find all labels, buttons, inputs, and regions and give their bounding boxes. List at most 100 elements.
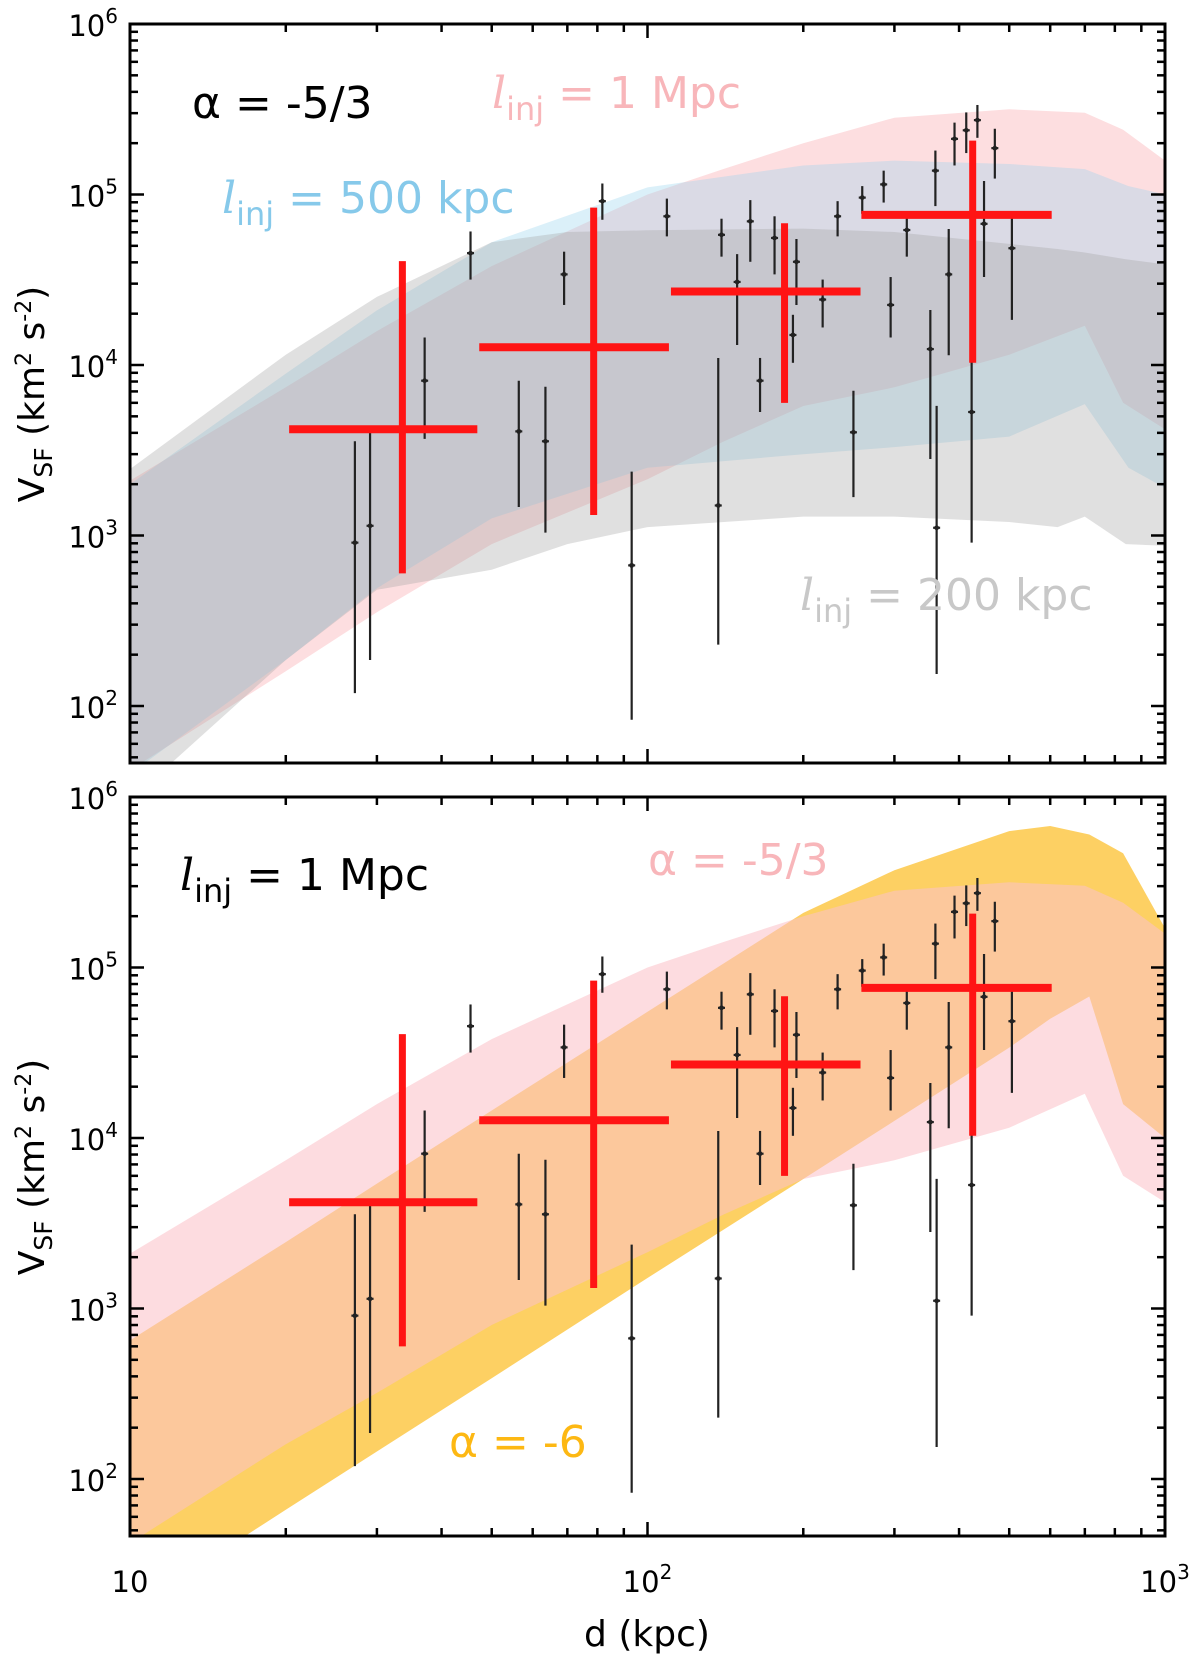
model-band-2 — [130, 228, 1165, 763]
data-point — [975, 117, 980, 123]
data-point — [561, 1044, 567, 1050]
data-point — [981, 994, 987, 1000]
axes-frame — [128, 22, 1167, 765]
x-tick-label: 102 — [623, 1560, 673, 1599]
data-point — [543, 1211, 548, 1217]
data-point — [835, 986, 841, 992]
subscript: inj — [194, 872, 232, 910]
data-point — [757, 378, 763, 384]
annotation-text: = 1 Mpc — [544, 68, 741, 119]
data-point — [881, 182, 887, 187]
y-tick-label-exponent: 4 — [105, 1118, 118, 1142]
data-point — [772, 1008, 777, 1014]
binned-crosses — [289, 140, 1052, 574]
data-point — [790, 1105, 796, 1111]
y-tick-label: 102 — [68, 686, 118, 725]
data-point — [888, 1075, 894, 1081]
data-point — [599, 971, 605, 977]
y-tick-label: 105 — [68, 948, 118, 987]
y-tick-label-base: 10 — [68, 1123, 105, 1157]
data-point — [992, 145, 998, 151]
y-tick-label-exponent: 6 — [105, 4, 118, 28]
data-point — [927, 346, 933, 352]
data-point — [367, 523, 373, 529]
data-point — [468, 1023, 473, 1029]
y-tick-label: 104 — [68, 1118, 118, 1157]
data-point — [561, 271, 567, 277]
data-point — [794, 259, 799, 265]
l-symbol: l — [492, 68, 506, 119]
model-band-1 — [130, 160, 1165, 763]
model-band-0 — [130, 109, 1165, 763]
y-tick-label-base: 10 — [68, 9, 105, 43]
y-tick-label-base: 10 — [68, 350, 105, 384]
data-point — [851, 1202, 856, 1208]
data-point — [969, 409, 975, 415]
data-point — [715, 1276, 721, 1281]
data-point — [367, 1296, 373, 1302]
y-axis-label: VSF (km2 s-2) — [12, 1059, 58, 1275]
annotation-alpha-6: α = -6 — [449, 1417, 587, 1468]
data-point — [934, 1298, 940, 1304]
x-tick-label-exponent: 3 — [1177, 1560, 1190, 1584]
y-tick-label: 106 — [68, 4, 118, 43]
data-point — [992, 918, 998, 924]
data-point — [719, 232, 724, 238]
data-point — [932, 941, 938, 947]
data-point — [904, 1000, 910, 1006]
y-tick-label-base: 10 — [68, 521, 105, 555]
annotation-text: = 1 Mpc — [232, 850, 429, 901]
data-point — [422, 378, 428, 384]
data-point — [664, 986, 670, 992]
data-point — [952, 909, 957, 915]
x-tick-label-exponent: 2 — [660, 1560, 673, 1584]
y-tick-label-exponent: 3 — [105, 1289, 118, 1313]
annotation-text: = 500 kpc — [274, 173, 514, 224]
data-point — [747, 218, 753, 224]
data-point — [543, 438, 548, 444]
x-tick-label: 10 — [112, 1565, 149, 1599]
y-tick-label-exponent: 5 — [105, 175, 118, 199]
y-tick-label-exponent: 6 — [105, 777, 118, 801]
l-symbol: l — [222, 173, 236, 224]
annotation-alpha-5-3: α = -5/3 — [648, 835, 829, 886]
subscript: inj — [506, 90, 544, 128]
data-point — [734, 1052, 740, 1058]
data-point — [747, 991, 753, 997]
l-symbol: l — [800, 570, 814, 621]
data-point — [927, 1119, 933, 1125]
y-tick-label-exponent: 2 — [105, 1459, 118, 1483]
y-tick-label-base: 10 — [68, 1294, 105, 1328]
y-tick-label: 102 — [68, 1459, 118, 1498]
data-point — [963, 127, 969, 133]
data-point — [664, 213, 670, 219]
annotation-alpha: α = -5/3 — [192, 78, 373, 129]
x-tick-label-base: 10 — [112, 1565, 149, 1599]
y-tick-label-base: 10 — [68, 782, 105, 816]
y-tick-label: 104 — [68, 345, 118, 384]
data-point — [835, 213, 841, 219]
x-tick-labels: 10 102 103 — [112, 1560, 1190, 1599]
data-point — [719, 1005, 724, 1011]
model-bands — [130, 109, 1165, 763]
x-tick-label: 103 — [1140, 1560, 1190, 1599]
data-point — [516, 428, 522, 434]
data-point — [629, 562, 635, 568]
data-point — [932, 168, 938, 174]
y-tick-label-exponent: 4 — [105, 345, 118, 369]
data-point — [772, 235, 777, 241]
annotation-linj-1mpc: linj = 1 Mpc — [492, 68, 741, 128]
y-tick-label-base: 10 — [68, 180, 105, 214]
data-point — [881, 955, 887, 960]
data-point — [952, 136, 957, 142]
x-tick-label-base: 10 — [623, 1565, 660, 1599]
y-tick-label: 103 — [68, 516, 118, 555]
data-point — [734, 279, 740, 285]
y-tick-label-base: 10 — [68, 691, 105, 725]
subscript: inj — [814, 592, 852, 630]
model-bands — [130, 826, 1165, 1536]
data-point — [352, 540, 358, 546]
y-tick-label-exponent: 2 — [105, 686, 118, 710]
